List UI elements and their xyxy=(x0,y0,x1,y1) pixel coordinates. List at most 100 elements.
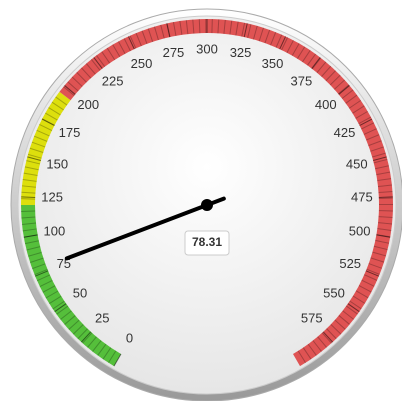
plot-band xyxy=(21,91,71,205)
minor-tick xyxy=(378,197,393,200)
minor-tick xyxy=(31,141,46,148)
minor-tick xyxy=(258,27,264,42)
minor-tick xyxy=(270,31,277,46)
minor-tick xyxy=(377,178,392,182)
minor-tick xyxy=(307,343,317,356)
tick-mark xyxy=(243,23,248,38)
minor-tick xyxy=(45,290,59,299)
minor-tick xyxy=(51,101,64,111)
minor-tick xyxy=(307,53,316,66)
value-label: 78.31 xyxy=(192,235,222,249)
tick-label: 50 xyxy=(73,285,87,300)
minor-tick xyxy=(366,134,380,141)
minor-tick xyxy=(179,20,183,35)
minor-tick xyxy=(101,51,111,64)
tick-label: 300 xyxy=(196,41,218,56)
minor-tick xyxy=(67,81,79,92)
minor-tick xyxy=(312,340,322,352)
minor-tick xyxy=(108,350,117,364)
tick-label: 400 xyxy=(315,97,337,112)
minor-tick xyxy=(45,112,58,121)
tick-label: 350 xyxy=(262,56,284,71)
minor-tick xyxy=(373,158,388,164)
plot-band xyxy=(21,205,121,367)
minor-tick xyxy=(29,147,44,154)
minor-tick xyxy=(333,79,346,90)
minor-tick xyxy=(373,245,388,251)
tick-label: 550 xyxy=(323,285,345,300)
tick-label: 100 xyxy=(44,223,66,238)
minor-tick xyxy=(160,24,165,39)
tick-label: 275 xyxy=(163,45,185,60)
tick-mark xyxy=(21,196,36,198)
minor-tick xyxy=(370,257,385,263)
minor-tick xyxy=(39,279,53,287)
minor-tick xyxy=(42,285,56,293)
minor-tick xyxy=(36,129,50,137)
minor-tick xyxy=(296,46,306,59)
minor-tick xyxy=(147,28,154,42)
minor-tick xyxy=(275,34,283,48)
minor-tick xyxy=(29,257,44,263)
minor-tick xyxy=(34,268,48,276)
minor-tick xyxy=(129,35,137,49)
minor-tick xyxy=(361,122,375,130)
minor-tick xyxy=(302,347,312,360)
tick-mark xyxy=(34,270,49,277)
minor-tick xyxy=(326,328,337,340)
minor-tick xyxy=(27,153,42,159)
tick-mark xyxy=(23,234,38,238)
minor-tick xyxy=(361,279,375,287)
minor-tick xyxy=(311,57,322,70)
value-box xyxy=(184,230,230,256)
tick-mark xyxy=(347,303,360,313)
minor-tick xyxy=(358,116,372,125)
tick-label: 250 xyxy=(131,56,153,71)
minor-tick xyxy=(63,86,75,96)
minor-tick xyxy=(329,74,341,86)
minor-tick xyxy=(352,105,365,114)
tick-mark xyxy=(54,303,67,313)
minor-tick xyxy=(241,22,246,37)
minor-tick xyxy=(90,59,101,71)
minor-tick xyxy=(87,336,97,348)
minor-tick xyxy=(23,172,38,177)
minor-tick xyxy=(370,146,384,152)
minor-tick xyxy=(36,274,51,282)
minor-tick xyxy=(352,295,366,304)
needle xyxy=(64,196,226,261)
tick-mark xyxy=(64,85,76,95)
minor-tick xyxy=(77,328,88,340)
needle-pivot xyxy=(201,199,213,211)
tick-label: 0 xyxy=(126,331,133,346)
minor-tick xyxy=(185,20,189,35)
minor-tick xyxy=(21,185,36,188)
minor-tick xyxy=(375,165,389,170)
minor-tick xyxy=(28,251,42,257)
minor-tick xyxy=(321,65,332,77)
minor-tick xyxy=(330,324,342,335)
minor-tick xyxy=(64,315,76,325)
minor-tick xyxy=(72,324,84,335)
tick-label: 225 xyxy=(102,73,124,88)
minor-tick xyxy=(355,290,369,299)
minor-tick xyxy=(85,63,96,75)
minor-tick xyxy=(112,44,121,57)
tick-mark xyxy=(41,118,55,127)
minor-tick xyxy=(22,228,37,232)
tick-label: 475 xyxy=(351,190,373,205)
minor-tick xyxy=(358,285,372,293)
minor-tick xyxy=(76,71,87,83)
tick-label: 125 xyxy=(41,190,63,205)
tick-mark xyxy=(338,85,350,95)
minor-tick xyxy=(153,26,159,41)
minor-tick xyxy=(192,19,195,34)
tick-label: 200 xyxy=(77,97,99,112)
tick-label: 425 xyxy=(334,125,356,140)
minor-tick xyxy=(338,315,350,325)
minor-tick xyxy=(229,20,233,35)
minor-tick xyxy=(60,310,72,320)
minor-tick xyxy=(286,40,294,53)
tick-mark xyxy=(365,270,380,277)
